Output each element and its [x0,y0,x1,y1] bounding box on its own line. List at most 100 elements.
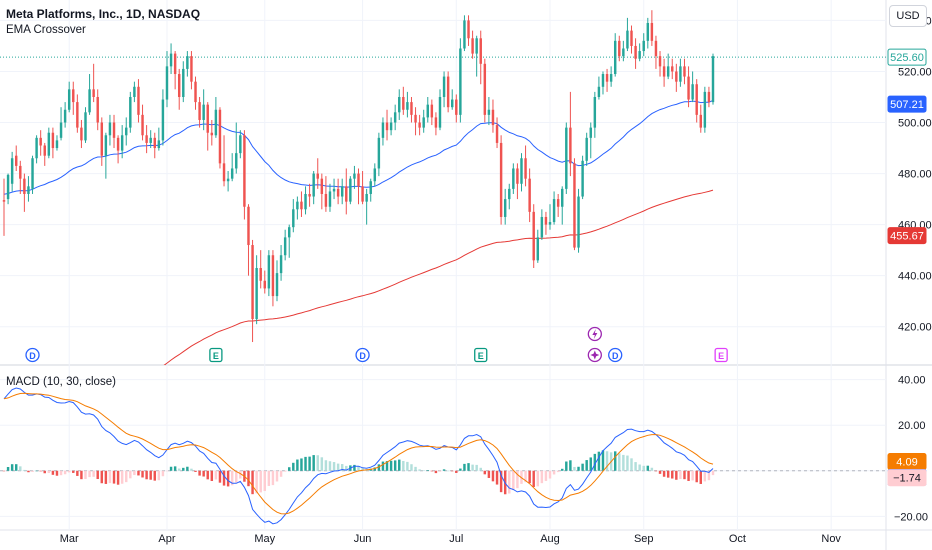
macd-histogram-bar [96,470,99,480]
y-tick-label: 420.00 [898,322,932,334]
earnings-marker[interactable] [474,347,488,363]
dividend-marker[interactable] [355,347,370,363]
macd-histogram-bar [589,457,592,471]
macd-histogram-bar [707,470,711,481]
candle-body [671,66,674,72]
lightning-icon [592,329,598,339]
macd-histogram-bar [650,467,654,471]
macd-histogram-bar [512,470,515,491]
event-marker-label: D [29,351,36,361]
candle-body [198,102,201,120]
candle-body [55,140,59,149]
macd-histogram-bar [597,451,601,471]
indicator-label[interactable]: EMA Crossover [6,24,86,36]
macd-histogram-bar [467,463,470,471]
macd-histogram-bar [125,470,128,483]
candle-body [609,74,613,82]
macd-histogram-bar [406,461,409,471]
macd-indicator-label[interactable]: MACD (10, 30, close) [6,376,116,388]
macd-histogram-bar [2,470,6,472]
macd-histogram-bar [345,465,348,471]
candle-body [349,178,352,202]
candle-body [39,137,42,146]
candle-body [76,102,79,128]
macd-histogram-bar [446,470,450,472]
candle-body [638,51,641,59]
macd-histogram-bar [430,470,434,472]
candle-body [418,122,421,128]
candle-body [169,53,173,67]
candle-body [19,165,22,179]
macd-histogram-bar [675,470,678,480]
candle-body [59,122,63,138]
earnings-marker[interactable] [209,347,223,363]
macd-histogram-bar [463,463,466,471]
event-marker-label: D [612,351,619,361]
candle-body [585,137,588,161]
macd-histogram-bar [198,470,201,476]
macd-histogram-bar [173,466,177,471]
candle-body [577,196,580,248]
candle-body [455,99,458,115]
macd-histogram-bar [239,470,242,479]
macd-histogram-bar [683,470,686,480]
candle-body [532,211,535,261]
candle-body [597,86,601,97]
macd-histogram-bar [59,470,63,476]
ema-fast-tag-bg [887,95,927,113]
candle-body [552,199,556,223]
candle-body [467,20,470,39]
candle-body [508,188,511,200]
candle-body [353,173,356,179]
candle-body [438,96,442,128]
candle-body [259,268,262,281]
macd-histogram-bar [410,464,413,471]
macd-histogram-bar [51,470,55,475]
candle-body [165,66,169,100]
earnings-marker[interactable] [714,347,728,363]
macd-histogram-bar [182,467,185,471]
candle-body [6,174,10,200]
candle-body [699,114,702,128]
candle-body [381,122,385,138]
candle-body [23,178,26,194]
y-tick-label: 520.00 [898,66,932,78]
currency-button[interactable]: USD [889,5,927,27]
candle-body [561,188,564,207]
macd-histogram-bar [271,470,275,486]
macd-histogram-bar [385,461,389,471]
candle-body [275,273,279,297]
macd-histogram-bar [19,466,22,471]
candle-body [2,200,6,202]
candle-body [369,181,372,194]
candle-body [687,76,690,100]
candle-body [459,48,462,115]
candle-body [100,122,104,156]
macd-histogram-bar [296,459,299,471]
candle-body [340,186,344,197]
candle-body [434,117,438,128]
x-tick-label: Oct [729,533,746,545]
candle-body [177,74,181,97]
candle-body [626,30,629,49]
last-price-tag-bg [887,48,927,66]
candle-body [483,63,487,115]
macd-histogram-bar [255,470,258,494]
dividend-marker[interactable] [608,347,623,363]
candle-body [112,122,116,138]
macd-histogram-bar [263,470,267,492]
macd-histogram-bar [703,470,707,482]
candle-body [373,168,377,182]
candle-body [556,199,560,207]
macd-histogram-bar [491,470,495,482]
candle-body [593,96,597,128]
macd-histogram-bar [226,470,230,487]
macd-histogram-bar [671,470,674,479]
macd-histogram-bar [508,470,511,494]
dividend-marker[interactable] [25,347,40,363]
macd-histogram-bar [634,462,637,471]
candle-body [288,227,291,238]
macd-histogram-bar [177,468,181,471]
candle-body [503,199,507,217]
